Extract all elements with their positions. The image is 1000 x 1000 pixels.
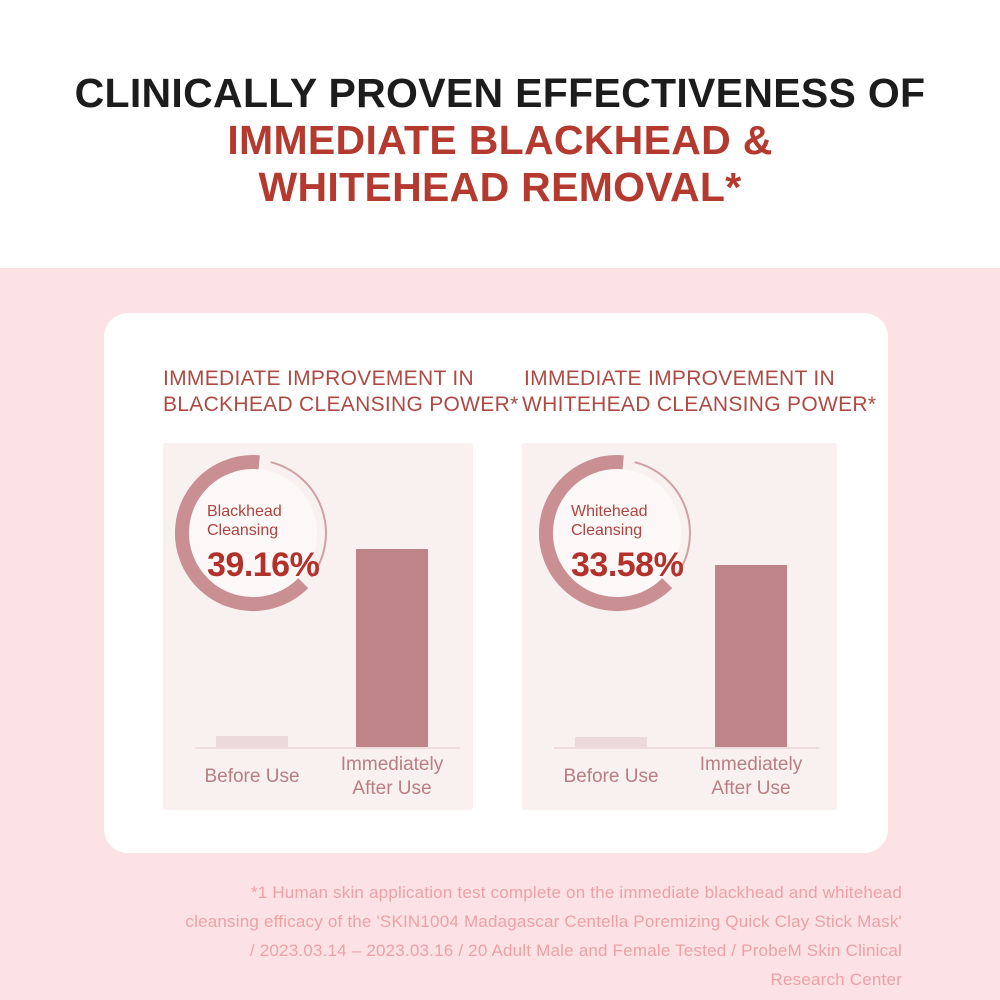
- gauge-ring-icon: [538, 455, 691, 612]
- gauge-label: Whitehead Cleansing: [571, 502, 683, 540]
- gauge-label: Blackhead Cleansing: [207, 502, 319, 540]
- heading-line: WHITEHEAD CLEANSING POWER*: [522, 393, 877, 416]
- heading-line: BLACKHEAD CLEANSING POWER*: [163, 393, 519, 416]
- heading-line: IMMEDIATE IMPROVEMENT IN: [524, 367, 835, 390]
- x-label-line: Immediately: [340, 754, 444, 775]
- x-label-line: After Use: [711, 778, 791, 799]
- x-label-before-use: Before Use: [563, 766, 659, 787]
- bar-before-use: [216, 736, 288, 747]
- gauge-percentage: 39.16%: [207, 546, 320, 584]
- title-line-2: IMMEDIATE BLACKHEAD &: [227, 117, 773, 163]
- gauge-label-line: Cleansing: [571, 522, 643, 539]
- footnote-line: / 2023.03.14 – 2023.03.16 / 20 Adult Mal…: [249, 941, 902, 960]
- gauge-label-line: Blackhead: [207, 503, 282, 520]
- x-label-after-use: Immediately After Use: [312, 753, 472, 801]
- title-line-1: CLINICALLY PROVEN EFFECTIVENESS OF: [74, 70, 926, 116]
- gauge-ring-icon: [174, 455, 327, 612]
- x-label-before-use: Before Use: [204, 766, 300, 787]
- footnote: *1 Human skin application test complete …: [142, 878, 902, 994]
- whitehead-panel-heading: IMMEDIATE IMPROVEMENT IN WHITEHEAD CLEAN…: [522, 358, 877, 418]
- footnote-line: cleansing efficacy of the 'SKIN1004 Mada…: [185, 912, 902, 931]
- gauge-label-line: Cleansing: [207, 522, 279, 539]
- results-card: IMMEDIATE IMPROVEMENT IN BLACKHEAD CLEAN…: [104, 313, 888, 853]
- blackhead-chart-panel: Blackhead Cleansing 39.16% Before Use Im…: [163, 443, 473, 810]
- footnote-line: Research Center: [770, 970, 902, 989]
- gauge-callout: Whitehead Cleansing 33.58%: [571, 502, 684, 585]
- whitehead-column: IMMEDIATE IMPROVEMENT IN WHITEHEAD CLEAN…: [522, 358, 877, 810]
- x-label-line: After Use: [352, 778, 432, 799]
- x-axis-line: [554, 747, 819, 749]
- bar-after-use: [356, 549, 428, 747]
- x-label-after-use: Immediately After Use: [671, 753, 831, 801]
- blackhead-panel-heading: IMMEDIATE IMPROVEMENT IN BLACKHEAD CLEAN…: [163, 358, 519, 418]
- x-label-line: Immediately: [699, 754, 803, 775]
- footnote-line: *1 Human skin application test complete …: [250, 883, 902, 902]
- blackhead-column: IMMEDIATE IMPROVEMENT IN BLACKHEAD CLEAN…: [163, 358, 519, 810]
- bar-after-use: [715, 565, 787, 747]
- whitehead-chart-panel: Whitehead Cleansing 33.58% Before Use Im…: [522, 443, 837, 810]
- gauge-label-line: Whitehead: [571, 503, 648, 520]
- hero-section: CLINICALLY PROVEN EFFECTIVENESS OF IMMED…: [0, 0, 1000, 268]
- x-axis-line: [195, 747, 460, 749]
- bar-before-use: [575, 737, 647, 747]
- title-line-3: WHITEHEAD REMOVAL*: [258, 164, 742, 210]
- heading-line: IMMEDIATE IMPROVEMENT IN: [163, 367, 474, 390]
- gauge-percentage: 33.58%: [571, 546, 684, 584]
- page-title: CLINICALLY PROVEN EFFECTIVENESS OF IMMED…: [0, 0, 1000, 211]
- gauge-callout: Blackhead Cleansing 39.16%: [207, 502, 320, 585]
